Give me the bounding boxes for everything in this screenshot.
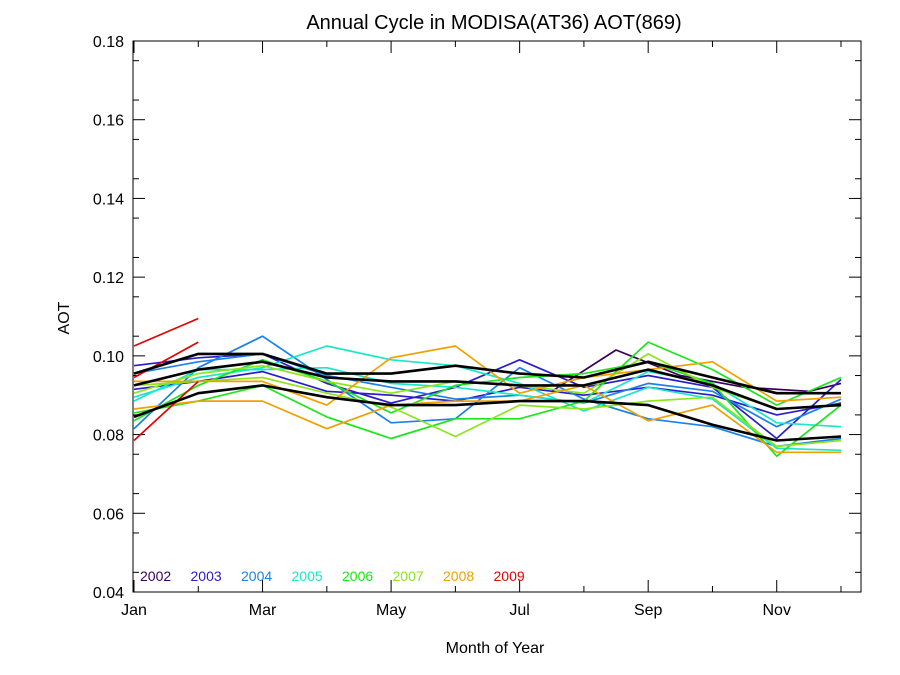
x-tick-label: Jul: [509, 602, 529, 619]
x-tick-label: Jan: [121, 602, 147, 619]
series-layer: [133, 317, 842, 458]
chart-title: Annual Cycle in MODISA(AT36) AOT(869): [306, 12, 681, 34]
mean-line: [133, 352, 841, 395]
y-tick-label: 0.10: [93, 349, 124, 366]
y-tick-label: 0.16: [93, 113, 124, 130]
series-line: [133, 380, 199, 442]
y-tick-label: 0.14: [93, 191, 124, 208]
series-line: [551, 349, 842, 393]
y-tick-label: 0.18: [93, 34, 124, 51]
legend-label-2003: 2003: [191, 568, 222, 584]
y-tick-label: 0.06: [93, 506, 124, 523]
plot-frame: [132, 40, 862, 593]
series-line: [133, 341, 842, 440]
legend-label-2007: 2007: [393, 568, 424, 584]
x-tick-label: Sep: [634, 602, 663, 619]
series-line: [133, 353, 842, 428]
series-2004: [133, 335, 842, 448]
series-2006: [133, 341, 842, 458]
mean-line: [133, 360, 842, 411]
series-line: [133, 335, 842, 448]
mean-line: [133, 384, 842, 442]
axis-ticks: [133, 40, 861, 593]
x-tick-label: Nov: [763, 602, 791, 619]
series-line: [133, 384, 841, 454]
legend-label-2005: 2005: [292, 568, 323, 584]
y-tick-label: 0.04: [93, 585, 124, 602]
legend: 2002 2003 2004 2005 2006 2007 2008 2009: [140, 568, 525, 584]
series-2002: [551, 349, 842, 393]
tick-labels: 0.04 0.06 0.08 0.10 0.12 0.14 0.16 0.18 Jan Mar Ma…: [93, 34, 791, 619]
legend-label-2006: 2006: [342, 568, 373, 584]
series-line: [133, 317, 199, 347]
legend-label-2004: 2004: [241, 568, 272, 584]
x-tick-label: May: [376, 602, 406, 619]
y-tick-label: 0.08: [93, 428, 124, 445]
series-2009: [133, 317, 199, 442]
legend-label-2002: 2002: [140, 568, 171, 584]
series-line: [133, 376, 842, 448]
x-axis-title: Month of Year: [446, 640, 545, 657]
series-2007: [133, 353, 842, 448]
y-axis-title: AOT: [56, 301, 73, 334]
series-2005: [133, 345, 842, 452]
legend-label-2008: 2008: [443, 568, 474, 584]
series-2008: [133, 345, 842, 454]
x-tick-label: Mar: [249, 602, 277, 619]
legend-label-2009: 2009: [494, 568, 525, 584]
mean-series: [133, 352, 842, 442]
y-tick-label: 0.12: [93, 270, 124, 287]
